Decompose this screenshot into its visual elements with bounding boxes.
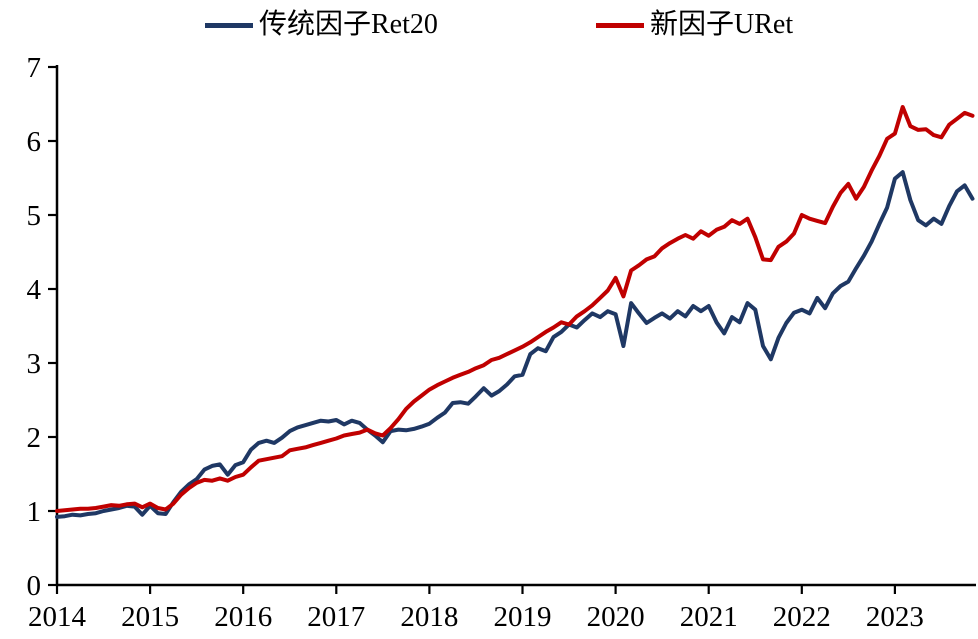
legend-label-new-factor: 新因子URet xyxy=(650,9,794,40)
series-line-traditional-factor xyxy=(55,170,975,519)
x-axis-label: 2019 xyxy=(494,601,552,633)
y-axis-label: 6 xyxy=(27,126,42,158)
legend-line-sample-red xyxy=(596,22,644,28)
x-axis-label: 2021 xyxy=(680,601,738,633)
x-axis-label: 2014 xyxy=(28,601,87,633)
y-axis-label: 4 xyxy=(27,274,42,306)
x-axis-label: 2018 xyxy=(400,601,458,633)
x-axis-label: 2020 xyxy=(587,601,645,633)
series-line-new-factor xyxy=(55,105,975,513)
legend-item-new-factor: 新因子URet xyxy=(596,10,793,40)
y-axis-label: 5 xyxy=(27,200,42,232)
x-axis-label: 2015 xyxy=(121,601,179,633)
legend-line-sample-blue xyxy=(205,22,253,28)
x-axis-label: 2023 xyxy=(866,601,924,633)
y-axis-label: 2 xyxy=(27,422,42,454)
x-axis-label: 2017 xyxy=(307,601,365,633)
y-axis-label: 3 xyxy=(27,348,42,380)
legend-label-traditional-factor: 传统因子Ret20 xyxy=(259,9,438,40)
x-axis-label: 2016 xyxy=(214,601,272,633)
x-axis-label: 2022 xyxy=(773,601,831,633)
y-axis-label: 7 xyxy=(27,52,42,84)
y-axis-label: 0 xyxy=(27,570,42,602)
legend-item-traditional-factor: 传统因子Ret20 xyxy=(205,10,438,40)
y-axis-label: 1 xyxy=(27,496,42,528)
